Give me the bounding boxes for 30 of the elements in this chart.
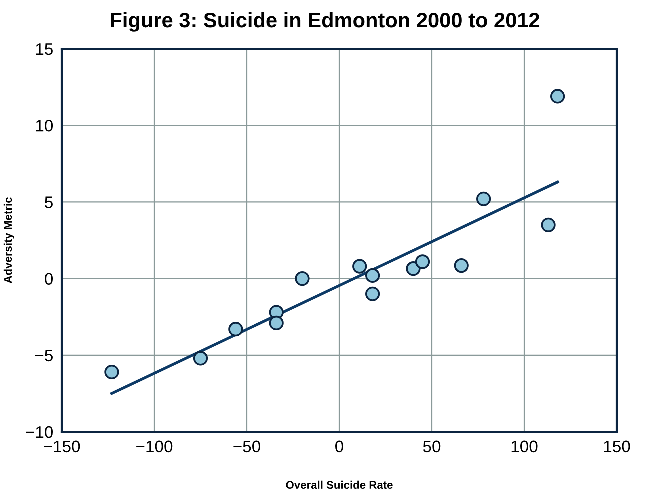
y-tick-label: −5 bbox=[35, 350, 53, 362]
x-tick-label: −150 bbox=[44, 440, 80, 453]
y-tick-label: 5 bbox=[45, 196, 53, 208]
point bbox=[104, 364, 120, 380]
x-tick-label: 150 bbox=[604, 440, 630, 453]
point bbox=[406, 262, 421, 276]
x-tick-label: 50 bbox=[423, 440, 441, 453]
point bbox=[454, 258, 469, 274]
y-tick-label: 0 bbox=[45, 273, 54, 286]
y-tick-label: 15 bbox=[36, 44, 53, 56]
y-tick-label: −10 bbox=[26, 426, 54, 438]
point bbox=[541, 218, 556, 232]
x-tick-label: −50 bbox=[234, 440, 260, 453]
point bbox=[193, 351, 208, 366]
y-tick-label: 10 bbox=[36, 120, 54, 132]
point bbox=[352, 259, 368, 274]
point bbox=[269, 316, 284, 331]
point bbox=[550, 89, 566, 104]
point bbox=[295, 271, 310, 286]
chart-title: Figure 3: Suicide in Edmonton 2000 to 2012 bbox=[111, 12, 540, 32]
point bbox=[365, 286, 380, 302]
point bbox=[228, 322, 244, 337]
x-tick-label: 0 bbox=[336, 440, 344, 453]
x-tick-label: 100 bbox=[512, 440, 538, 453]
point bbox=[415, 254, 430, 270]
x-tick-label: −100 bbox=[136, 440, 173, 453]
point bbox=[365, 268, 380, 284]
point bbox=[476, 192, 492, 206]
y-axis-title: Adversity Metric bbox=[4, 198, 14, 284]
x-axis-title: Overall Suicide Rate bbox=[286, 480, 393, 490]
